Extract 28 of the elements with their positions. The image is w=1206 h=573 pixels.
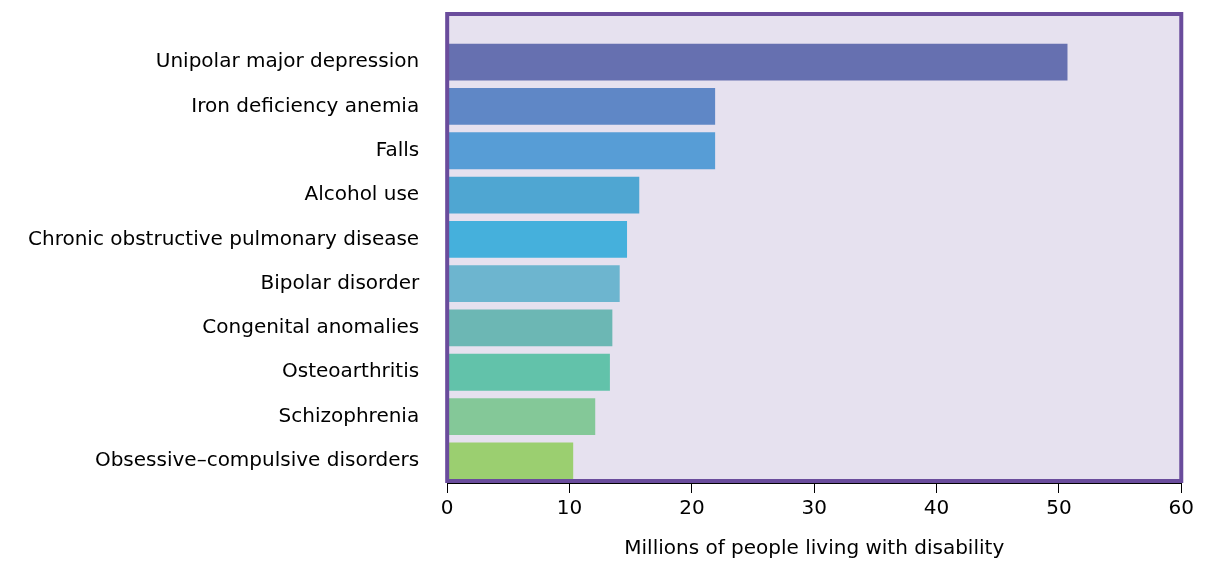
x-tick-label: 10 (556, 495, 583, 520)
bar (447, 309, 613, 347)
y-tick-label: Bipolar disorder (260, 269, 420, 294)
y-tick-label: Falls (375, 136, 420, 161)
bar (447, 353, 610, 391)
bar (447, 43, 1068, 81)
y-tick-label: Obsessive–compulsive disorders (94, 447, 420, 472)
y-tick-label: Unipolar major depression (155, 48, 420, 73)
y-tick-label: Chronic obstructive pulmonary disease (27, 225, 420, 250)
bar (447, 265, 620, 303)
bar (447, 132, 716, 170)
bar (447, 442, 574, 480)
x-tick-label: 50 (1046, 495, 1072, 520)
x-tick-label: 40 (923, 495, 950, 520)
x-tick-label: 60 (1168, 495, 1194, 520)
x-tick-label: 0 (440, 495, 454, 520)
x-tick-label: 20 (679, 495, 705, 520)
y-tick-label: Congenital anomalies (202, 314, 420, 339)
bar (447, 176, 640, 214)
y-tick-label: Iron deficiency anemia (191, 92, 420, 117)
y-tick-label: Schizophrenia (278, 402, 420, 427)
bar (447, 88, 716, 125)
bar (447, 398, 596, 435)
x-tick-label: 30 (801, 495, 827, 520)
y-tick-label: Alcohol use (304, 181, 420, 206)
x-axis-title: Millions of people living with disability (624, 535, 1005, 560)
y-tick-label: Osteoarthritis (282, 358, 420, 383)
bar (447, 220, 628, 258)
